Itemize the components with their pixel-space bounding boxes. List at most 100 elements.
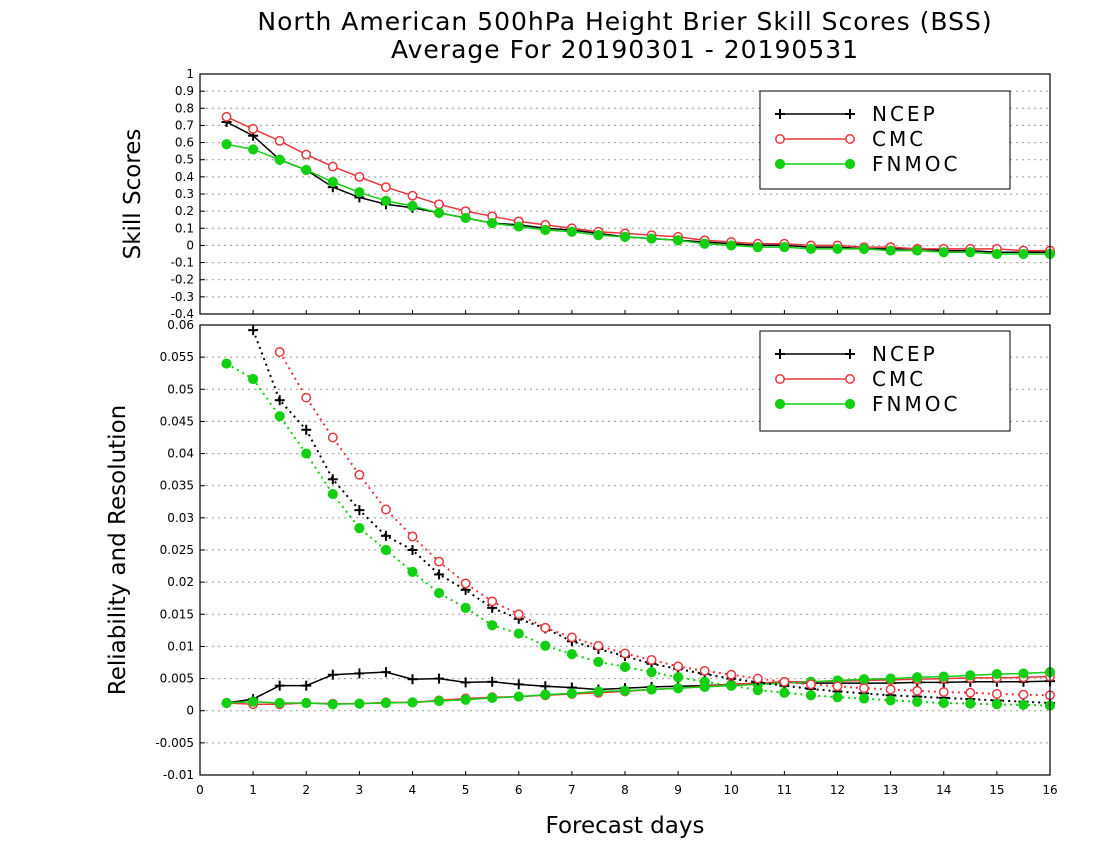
data-point [1018,689,1029,700]
y-tick-label: 0.06 [167,318,194,332]
data-point [380,544,392,556]
data-point [301,680,312,691]
data-point [1018,668,1029,679]
y-tick-label: 0.7 [175,118,194,132]
x-tick-label: 0 [196,783,204,797]
data-point [885,673,896,684]
data-point [699,665,710,676]
y-tick-label: 0.005 [160,672,194,686]
data-point [593,686,604,697]
data-point [726,669,737,680]
data-point [354,171,365,182]
legend-marker [774,398,786,410]
data-point [540,622,551,633]
data-point [513,609,524,620]
x-tick-label: 14 [936,783,951,797]
data-point [380,530,391,541]
data-point [540,689,551,700]
data-point [699,676,710,687]
data-point [699,238,710,249]
data-point [274,411,285,422]
data-point [540,224,551,236]
x-tick-label: 7 [568,783,576,797]
y-tick-label: 0 [186,704,194,718]
x-tick-label: 16 [1042,783,1057,797]
data-point [991,668,1002,680]
data-point [354,698,365,709]
y-tick-label: 0.3 [175,187,194,201]
y-tick-label: 0.045 [160,414,194,428]
legend-marker [775,134,785,144]
y-tick-label: 0 [186,238,194,252]
series-cmc-resolution [274,347,1055,701]
x-tick-label: 3 [356,783,364,797]
data-point [885,695,896,706]
data-point [434,569,445,580]
data-point [858,243,870,254]
y-tick-label: 0.1 [175,221,194,235]
data-point [407,531,418,542]
data-point [620,648,630,659]
data-point [513,691,524,702]
legend-label: FNMOC [872,392,960,416]
data-point [407,674,418,685]
data-point [248,696,259,707]
data-point [460,694,471,705]
legend-item-fnmoc: FNMOC [774,152,957,176]
data-point [327,699,338,710]
data-point [354,505,365,516]
data-point [566,632,577,643]
data-point [327,432,338,443]
data-point [912,672,923,683]
y-tick-label: 0.8 [175,101,194,115]
data-point [380,697,392,709]
data-point [513,628,524,639]
data-point [513,679,524,690]
legend-marker [844,158,856,170]
data-point [327,161,338,172]
data-point [619,685,631,696]
data-point [487,676,498,687]
data-point [221,139,232,150]
x-tick-label: 9 [674,783,682,797]
data-point [301,697,312,709]
series-fnmoc [221,139,1056,260]
legend-marker [845,349,855,359]
data-point [593,230,604,241]
data-point [248,373,259,385]
data-point [540,640,551,651]
x-tick-label: 1 [249,783,257,797]
legend-marker [774,158,786,170]
x-tick-label: 15 [989,783,1004,797]
x-tick-label: 6 [515,783,523,797]
legend-marker [775,374,785,384]
legend-item-cmc: CMC [775,367,923,391]
x-tick-label: 11 [777,783,792,797]
y-axis-title: Skill Scores [120,129,146,260]
data-point [301,149,312,160]
data-point [1018,248,1029,260]
data-point [327,488,338,500]
data-point [832,692,843,703]
data-point [779,676,790,687]
data-point [248,325,259,336]
data-point [673,683,684,694]
y-tick-label: -0.005 [155,736,194,750]
data-point [487,692,498,703]
data-point [912,245,923,256]
y-tick-label: 0.025 [160,543,194,557]
y-tick-label: 0.9 [175,84,194,98]
data-point [327,474,338,485]
data-point [965,247,976,258]
data-point [646,667,657,678]
y-tick-label: 0.4 [175,170,194,184]
data-point [354,469,365,480]
data-point [380,195,392,206]
data-point [859,683,870,694]
x-axis-title: Forecast days [546,813,705,839]
y-tick-label: -0.01 [163,768,194,782]
data-point [619,231,631,242]
x-tick-label: 5 [462,783,470,797]
data-point [407,545,418,555]
